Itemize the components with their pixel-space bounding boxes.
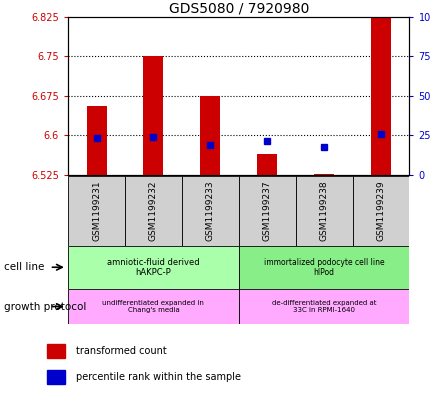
Text: GSM1199238: GSM1199238 [319,180,328,241]
Text: growth protocol: growth protocol [4,301,86,312]
Bar [238,289,408,324]
Bar [295,176,352,246]
Bar [86,106,106,175]
Text: GSM1199239: GSM1199239 [376,180,384,241]
Bar [238,246,408,289]
Bar [313,174,333,175]
Bar [181,176,238,246]
Text: amniotic-fluid derived
hAKPC-P: amniotic-fluid derived hAKPC-P [107,257,199,277]
Text: undifferentiated expanded in
Chang's media: undifferentiated expanded in Chang's med… [102,300,204,313]
Bar [68,289,238,324]
Bar [352,176,408,246]
Bar [46,344,65,358]
Bar [238,176,295,246]
Bar [143,56,163,175]
Text: GSM1199231: GSM1199231 [92,180,101,241]
Text: de-differentiated expanded at
33C in RPMI-1640: de-differentiated expanded at 33C in RPM… [271,300,375,313]
Bar [200,96,220,175]
Bar [257,154,276,175]
Text: immortalized podocyte cell line
hIPod: immortalized podocyte cell line hIPod [263,257,384,277]
Bar [68,246,238,289]
Text: GSM1199237: GSM1199237 [262,180,271,241]
Text: GSM1199232: GSM1199232 [149,180,157,241]
Bar [370,0,390,175]
Bar [68,176,125,246]
Bar [125,176,181,246]
Bar [46,370,65,384]
Text: GSM1199233: GSM1199233 [206,180,214,241]
Title: GDS5080 / 7920980: GDS5080 / 7920980 [168,1,308,15]
Text: percentile rank within the sample: percentile rank within the sample [76,372,240,382]
Text: cell line: cell line [4,262,45,272]
Text: transformed count: transformed count [76,346,166,356]
